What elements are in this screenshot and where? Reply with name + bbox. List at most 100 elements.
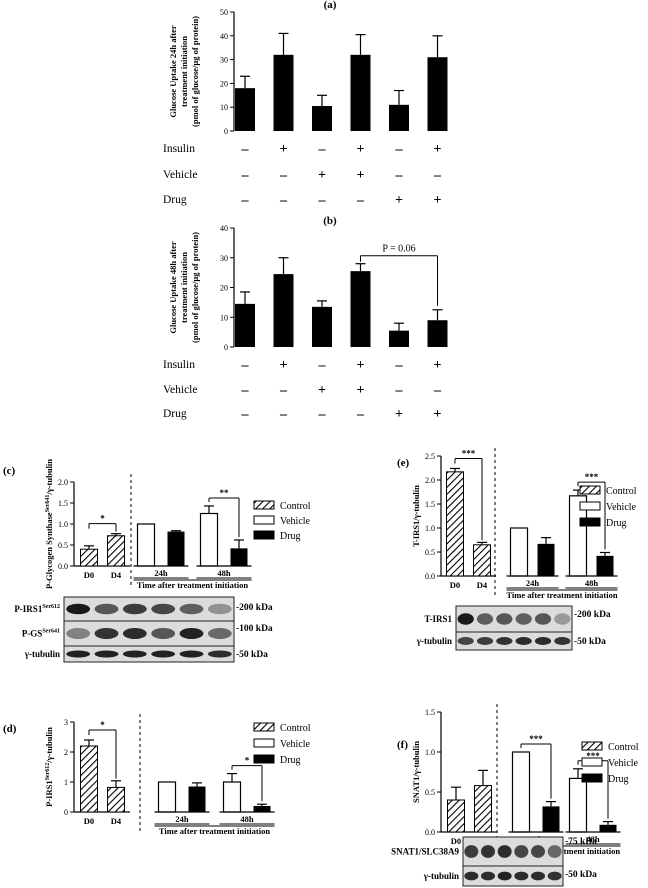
blot-band: [457, 637, 474, 645]
blot-band: [514, 845, 529, 858]
treatment-sign: –: [395, 383, 404, 398]
blot-band: [554, 613, 571, 625]
x-category-label: D4: [111, 816, 122, 826]
blot-band: [531, 871, 545, 881]
significance-marker: **: [220, 488, 230, 498]
blot-band: [179, 650, 204, 658]
bar-control: [473, 544, 491, 577]
bar-drug: [542, 806, 560, 832]
blot-band: [514, 871, 529, 881]
y-axis-title-line: Glucose Uptake 24h after: [168, 25, 178, 118]
blot-band: [94, 650, 119, 658]
treatment-label: Drug: [163, 408, 187, 420]
blot-band: [179, 603, 204, 615]
blot-band: [207, 628, 232, 639]
blot-strip: [63, 620, 235, 647]
y-tick-label: 1.0: [425, 748, 435, 757]
blot-band: [122, 603, 147, 615]
blot-row-label: T-IRS1: [424, 614, 452, 624]
panel-b: (b) Glucose Uptake 48h aftertreatment ini…: [163, 215, 448, 422]
blot-row-label-text: P-GS: [22, 629, 43, 639]
legend-label: Vehicle: [608, 758, 639, 769]
molecular-weight-label: -75 kDa: [565, 837, 597, 847]
treatment-sign: –: [279, 193, 288, 208]
legend-swatch: [581, 741, 603, 751]
bar-control: [107, 535, 125, 567]
blot-band: [534, 637, 552, 645]
significance-marker: ***: [529, 734, 543, 744]
blot-band: [94, 628, 119, 639]
y-tick-label: 20: [220, 79, 228, 88]
bar-vehicle: [199, 512, 219, 567]
y-tick-label: 0: [224, 127, 228, 136]
y-axis-title-line: (pmol of glucose/µg of protein): [190, 16, 200, 127]
blot-band: [515, 637, 532, 645]
y-tick-label: 2: [64, 748, 68, 757]
treatment-sign: –: [356, 193, 365, 208]
x-category-label: 48h: [585, 578, 599, 588]
x-category-label: 48h: [586, 834, 600, 844]
y-tick-label: 40: [220, 224, 228, 233]
bar: [273, 54, 294, 132]
blot-strip: [63, 645, 235, 663]
panel-label: (d): [3, 723, 17, 735]
legend-label: Control: [608, 742, 639, 753]
treatment-sign: –: [241, 193, 250, 208]
treatment-label: Vehicle: [163, 169, 197, 181]
bar: [235, 303, 255, 347]
treatment-label: Insulin: [163, 359, 195, 371]
y-tick-label: 0.5: [425, 548, 435, 557]
treatment-sign: –: [318, 407, 327, 422]
x-category-label: D4: [111, 570, 122, 580]
blot-band: [66, 650, 91, 658]
bar-vehicle: [511, 751, 531, 833]
bar-drug: [537, 543, 555, 576]
treatment-sign: –: [241, 168, 250, 183]
treatment-sign: –: [318, 358, 327, 373]
y-axis-title-superscript: Ser612: [45, 763, 51, 781]
blot-band: [547, 871, 562, 881]
y-axis-title: T-IRS1/γ-tubulin: [411, 485, 421, 547]
bar-drug: [596, 555, 614, 576]
x-axis-title: Time after treatment initiation: [137, 580, 248, 590]
blot-band: [476, 613, 494, 625]
y-axis-title-line: treatment initiation: [179, 252, 189, 323]
blot-band: [496, 637, 513, 645]
y-axis-title: P-Glycogen SynthaseSer641/γ-tubulin: [44, 459, 54, 589]
x-category-label: D4: [477, 580, 488, 590]
legend-label: Vehicle: [280, 516, 311, 527]
treatment-sign: –: [395, 142, 404, 157]
y-tick-label: 0: [224, 343, 228, 352]
bar-control: [446, 471, 464, 577]
bar: [273, 274, 294, 347]
bar-vehicle: [568, 777, 588, 833]
x-category-label: 24h: [154, 568, 168, 578]
annotation-text: P = 0.06: [382, 244, 415, 255]
blot-band: [457, 613, 474, 625]
treatment-sign: –: [318, 193, 327, 208]
blot-row-label: SNAT1/SLC38A9: [391, 847, 459, 857]
bar: [312, 306, 332, 347]
panel-f: (f)SNAT1/γ-tubulin0.00.51.01.5D0D424h***…: [391, 704, 639, 887]
x-category-label: 48h: [217, 568, 231, 578]
molecular-weight-label: -50 kDa: [565, 870, 597, 880]
y-tick-label: 1.5: [425, 500, 435, 509]
molecular-weight-label: -50 kDa: [574, 637, 606, 647]
blot-row-label-text: γ-tubulin: [423, 871, 459, 881]
y-axis-title-line: treatment initiation: [179, 36, 189, 107]
y-tick-label: 2.5: [425, 452, 435, 461]
blot-row-label-text: P-IRS1: [14, 604, 43, 614]
blot-strip: [462, 836, 564, 867]
bar-control: [107, 786, 125, 813]
blot-band: [531, 845, 545, 858]
blot-row-label: P-GSSer641: [22, 629, 60, 639]
legend-swatch: [579, 501, 601, 511]
treatment-sign: –: [279, 383, 288, 398]
bar-vehicle: [509, 527, 529, 577]
treatment-sign: –: [433, 168, 442, 183]
blot-row-label-text: γ-tubulin: [24, 649, 60, 659]
blot-band: [94, 603, 119, 615]
significance-marker: *: [100, 720, 105, 730]
legend-swatch: [581, 773, 603, 783]
blot-band: [481, 871, 495, 881]
